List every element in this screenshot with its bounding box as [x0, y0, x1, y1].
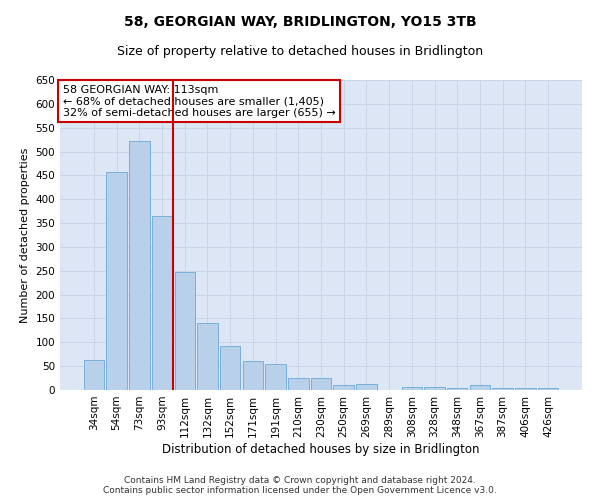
Bar — [220, 346, 241, 390]
Bar — [356, 384, 377, 390]
Bar — [288, 378, 308, 390]
Bar — [515, 388, 536, 390]
Bar — [197, 323, 218, 390]
Bar — [493, 388, 513, 390]
Bar — [424, 387, 445, 390]
Bar — [175, 272, 195, 390]
Text: 58, GEORGIAN WAY, BRIDLINGTON, YO15 3TB: 58, GEORGIAN WAY, BRIDLINGTON, YO15 3TB — [124, 15, 476, 29]
Bar — [129, 141, 149, 390]
Text: 58 GEORGIAN WAY: 113sqm
← 68% of detached houses are smaller (1,405)
32% of semi: 58 GEORGIAN WAY: 113sqm ← 68% of detache… — [62, 84, 335, 118]
Bar — [538, 388, 558, 390]
Bar — [401, 386, 422, 390]
X-axis label: Distribution of detached houses by size in Bridlington: Distribution of detached houses by size … — [162, 442, 480, 456]
Bar — [106, 172, 127, 390]
Bar — [152, 216, 172, 390]
Bar — [447, 388, 467, 390]
Bar — [470, 385, 490, 390]
Bar — [265, 364, 286, 390]
Bar — [334, 385, 354, 390]
Bar — [311, 378, 331, 390]
Text: Size of property relative to detached houses in Bridlington: Size of property relative to detached ho… — [117, 45, 483, 58]
Text: Contains HM Land Registry data © Crown copyright and database right 2024.
Contai: Contains HM Land Registry data © Crown c… — [103, 476, 497, 495]
Bar — [242, 362, 263, 390]
Bar — [84, 360, 104, 390]
Y-axis label: Number of detached properties: Number of detached properties — [20, 148, 30, 322]
